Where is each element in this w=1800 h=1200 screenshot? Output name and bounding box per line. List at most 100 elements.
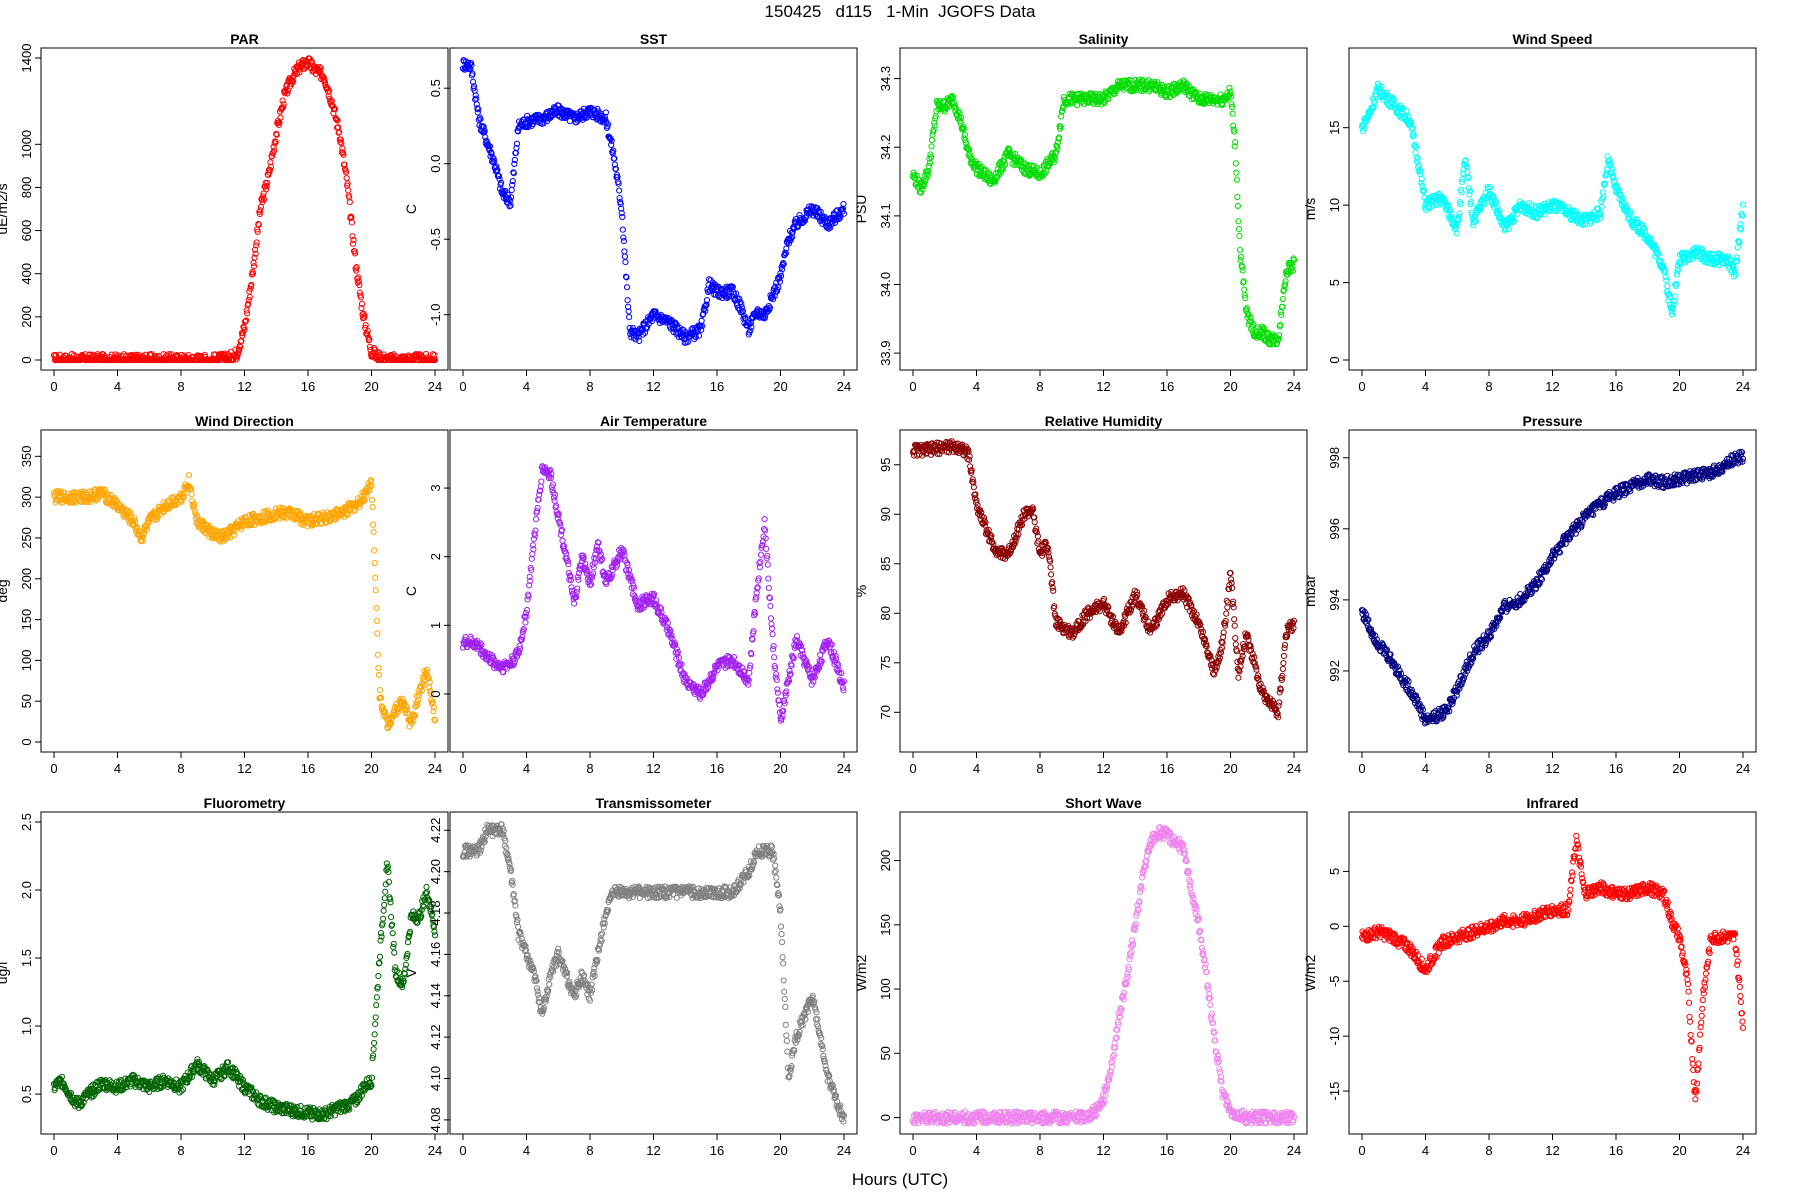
data-point [764,561,771,568]
y-tick-label: 34.2 [878,135,893,160]
data-point [1237,253,1245,261]
x-tick-label: 20 [773,761,787,776]
data-point [498,179,505,186]
data-point [695,332,703,339]
data-point [368,496,376,504]
data-point [623,284,631,291]
data-point [626,314,633,321]
data-point [495,173,503,180]
x-tick-label: 20 [1223,761,1237,776]
data-point [1279,295,1286,303]
x-tick-label: 0 [909,761,916,776]
x-tick-label: 16 [1160,379,1174,394]
data-point [762,527,769,534]
data-point [270,143,277,151]
y-tick-label: 0 [428,690,443,697]
data-point [256,210,263,218]
y-tick-label: 33.9 [878,340,893,365]
data-point [1229,110,1236,117]
data-point [961,131,968,139]
data-point [728,283,735,290]
data-point [490,159,497,166]
data-point [254,228,261,235]
y-tick-label: 250 [19,527,34,549]
data-point [319,73,326,80]
data-point [260,190,267,197]
x-tick-label: 24 [428,379,442,394]
data-point [266,169,273,176]
data-point [611,161,618,168]
data-point [1739,201,1747,208]
x-tick-label: 16 [301,379,315,394]
data-point [481,127,488,134]
data-point [1047,564,1054,571]
y-tick-label: 95 [878,458,893,472]
data-point [486,143,494,150]
data-point [490,155,497,162]
data-point [356,281,363,289]
x-tick-label: 24 [837,379,851,394]
x-tick-label: 4 [523,379,530,394]
data-point [371,344,378,352]
data-point [296,66,304,73]
data-point [242,317,250,324]
panel-title: Salinity [1079,31,1129,47]
data-point [247,285,254,292]
data-point [239,332,246,339]
y-tick-label: 400 [19,263,34,285]
data-point [1599,189,1606,196]
data-point [496,175,503,183]
data-point [346,198,353,206]
data-point [185,472,193,479]
y-axis-label: PSU [853,195,869,224]
data-point [373,604,380,612]
data-point [267,159,274,166]
data-point [1234,202,1242,210]
data-point [251,254,258,261]
x-tick-label: 12 [237,379,251,394]
data-point [188,490,195,498]
data-point [619,226,626,233]
data-point [808,681,815,688]
data-point [625,303,632,310]
data-point [765,584,772,592]
data-point [745,319,752,326]
data-point [1226,84,1233,92]
y-tick-label: 75 [878,656,893,670]
plot-frame [40,429,449,753]
data-point [1675,266,1682,273]
data-point [353,267,360,274]
x-tick-label: 8 [1036,761,1043,776]
data-point [699,322,706,330]
data-point [253,239,260,246]
data-point [474,105,481,112]
x-tick-label: 24 [1287,379,1301,394]
data-point [366,336,373,343]
data-point [1414,155,1421,162]
data-point [746,669,753,677]
data-point [616,195,623,202]
x-tick-label: 4 [973,379,980,394]
data-point [362,322,369,329]
y-axis-label: uE/m2/s [0,183,10,234]
data-point [226,356,233,364]
y-tick-label: 10 [1327,198,1342,212]
x-tick-label: 16 [1609,379,1623,394]
data-point [233,354,241,361]
y-tick-label: 3 [428,484,443,491]
data-point [623,274,630,281]
y-tick-label: 0 [19,356,34,363]
data-point [374,630,381,637]
data-point [621,248,628,255]
data-point [296,69,303,76]
y-tick-label: -1.0 [428,303,443,325]
data-point [748,323,755,331]
data-point [488,150,495,157]
data-point [574,585,581,592]
data-point [1236,232,1243,239]
data-point [1600,193,1607,201]
